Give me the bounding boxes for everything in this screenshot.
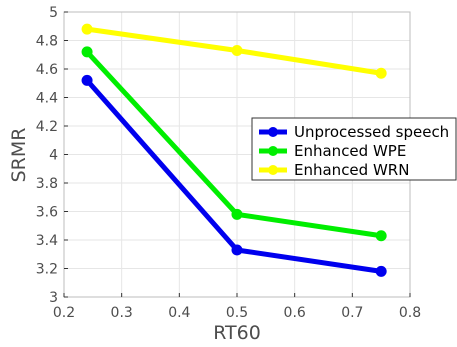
y-tick-label: 3.6: [36, 205, 58, 221]
x-tick-label: 0.8: [399, 305, 421, 321]
x-tick-label: 0.7: [341, 305, 363, 321]
y-axis-label: SRMR: [8, 128, 30, 183]
axis-ticks: 0.2 0.3 0.4 0.5 0.6 0.7 0.8 3 3.2 3.4 3.6 3.8 4 4.2 4.…: [36, 5, 421, 321]
x-tick-label: 0.3: [111, 305, 133, 321]
x-axis-label: RT60: [213, 322, 261, 344]
x-tick-label: 0.5: [226, 305, 248, 321]
y-tick-label: 4.4: [36, 91, 58, 107]
x-tick-label: 0.4: [168, 305, 190, 321]
y-tick-label: 4.2: [36, 119, 58, 135]
legend-marker-0: [268, 127, 278, 137]
x-tick-label: 0.6: [284, 305, 306, 321]
y-tick-label: 5: [49, 5, 58, 21]
legend-label-1: Enhanced WPE: [294, 142, 406, 160]
series-2-point: [231, 44, 243, 56]
x-tick-label: 0.2: [53, 305, 75, 321]
y-tick-label: 3.8: [36, 176, 58, 192]
legend-marker-1: [268, 146, 278, 156]
series-1-point: [375, 230, 387, 242]
series-2-point: [375, 67, 387, 79]
legend-label-0: Unprocessed speech: [294, 123, 449, 141]
y-tick-label: 3: [49, 290, 58, 306]
legend-marker-2: [268, 165, 278, 175]
y-tick-label: 4.6: [36, 62, 58, 78]
series-layer: [81, 23, 387, 277]
y-tick-label: 4.8: [36, 34, 58, 50]
legend-label-2: Enhanced WRN: [294, 161, 409, 179]
series-0-point: [375, 265, 387, 277]
series-0-point: [81, 74, 93, 86]
series-2-point: [81, 23, 93, 35]
series-0-point: [231, 244, 243, 256]
series-1-point: [231, 208, 243, 220]
series-1-point: [81, 46, 93, 58]
y-tick-label: 3.2: [36, 262, 58, 278]
y-tick-label: 4: [49, 148, 58, 164]
y-tick-label: 3.4: [36, 233, 58, 249]
